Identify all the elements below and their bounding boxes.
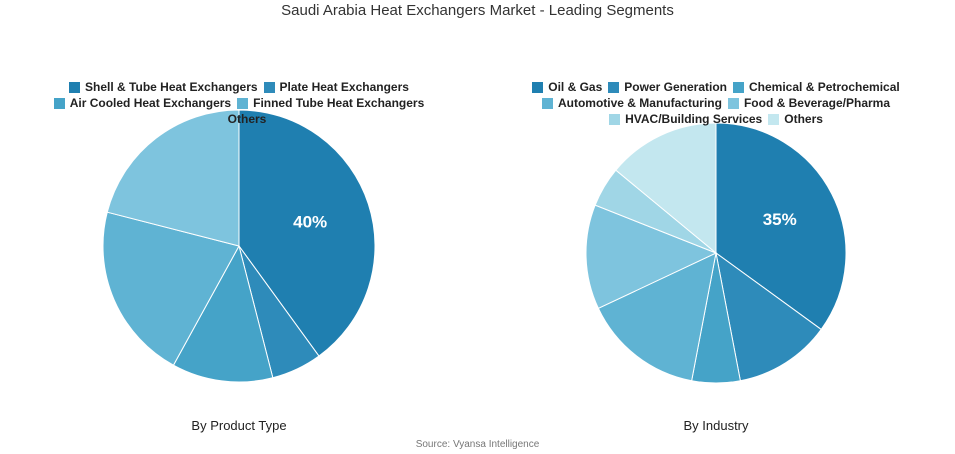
legend-label: Others (227, 112, 267, 126)
pie-slice (172, 244, 274, 383)
legend-swatch (237, 97, 249, 109)
legend-label: Plate Heat Exchangers (279, 80, 409, 94)
legend-item: Chemical & Petrochemical (733, 80, 900, 94)
legend-item: Power Generation (608, 80, 727, 94)
legend: Shell & Tube Heat Exchangers Plate Heat E… (29, 80, 449, 126)
pie-slice (597, 252, 717, 382)
legend-swatch (727, 97, 739, 109)
legend-label: Others (784, 112, 823, 126)
value-label: 35% (763, 210, 797, 229)
legend-label: Finned Tube Heat Exchangers (253, 96, 425, 110)
legend-label: HVAC/Building Services (625, 112, 763, 126)
pie-slice (102, 211, 240, 366)
legend-label: Food & Beverage/Pharma (743, 96, 891, 110)
pie-slice (106, 109, 240, 247)
legend-item: Air Cooled Heat Exchangers (53, 96, 232, 110)
value-label: 40% (293, 212, 327, 231)
legend-swatch (532, 81, 544, 93)
pie-slice (715, 251, 822, 382)
legend-swatch (211, 113, 223, 125)
legend-swatch (609, 113, 621, 125)
pie-slice (585, 204, 718, 310)
pie-slice (238, 109, 376, 357)
legend-swatch (69, 81, 81, 93)
legend-label: Oil & Gas (548, 80, 603, 94)
legend-swatch (263, 81, 275, 93)
legend-item: Shell & Tube Heat Exchangers (69, 80, 258, 94)
legend-label: Air Cooled Heat Exchangers (69, 96, 232, 110)
legend-item: Finned Tube Heat Exchangers (237, 96, 424, 110)
source-note: Source: Vyansa Intelligence (415, 439, 540, 450)
legend-swatch (541, 97, 553, 109)
chart-caption: By Product Type (191, 418, 287, 433)
legend-item: Plate Heat Exchangers (263, 80, 409, 94)
legend: Oil & Gas Power Generation Chemical & Petr… (531, 80, 901, 126)
legend-swatch (608, 81, 620, 93)
legend-item: Others (768, 112, 823, 126)
pie-slice (715, 122, 847, 331)
legend-label: Chemical & Petrochemical (749, 80, 900, 94)
pie-slice (615, 122, 717, 255)
legend-item: Automotive & Manufacturing (541, 96, 722, 110)
legend-swatch (768, 113, 780, 125)
legend-item: Oil & Gas (532, 80, 602, 94)
legend-swatch (733, 81, 744, 93)
chart-caption: By Industry (683, 418, 749, 433)
legend-item: Others (211, 112, 267, 126)
legend-item: HVAC/Building Services (609, 112, 762, 126)
legend-item: Food & Beverage/Pharma (727, 96, 891, 110)
chart-title: Saudi Arabia Heat Exchangers Market - Le… (281, 2, 674, 19)
legend-label: Power Generation (624, 80, 727, 94)
legend-label: Automotive & Manufacturing (557, 96, 722, 110)
legend-label: Shell & Tube Heat Exchangers (85, 80, 258, 94)
legend-swatch (53, 97, 65, 109)
